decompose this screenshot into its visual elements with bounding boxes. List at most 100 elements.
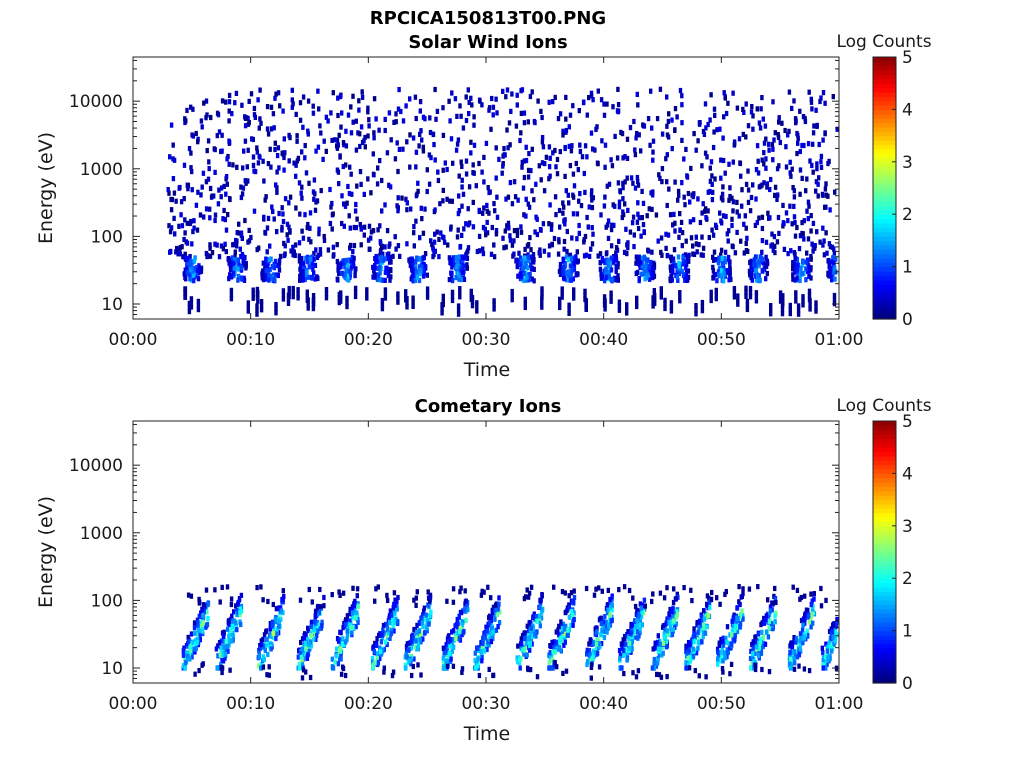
heatmap-cell <box>271 208 275 215</box>
heatmap-cell <box>590 188 594 194</box>
heatmap-cell <box>643 603 647 609</box>
colorbar-segment <box>873 573 896 579</box>
heatmap-cell <box>738 601 742 608</box>
heatmap-cell <box>213 217 217 224</box>
heatmap-cell <box>730 216 734 222</box>
heatmap-cell <box>274 91 278 97</box>
x-tick-label: 00:40 <box>579 330 628 350</box>
heatmap-cell <box>423 251 428 257</box>
heatmap-cell <box>366 105 370 111</box>
heatmap-cell <box>602 101 606 107</box>
heatmap-cell <box>220 98 225 104</box>
heatmap-cell <box>739 238 743 244</box>
heatmap-cell <box>523 296 527 302</box>
heatmap-cell <box>516 273 520 279</box>
heatmap-cell <box>419 128 423 134</box>
heatmap-cell <box>351 119 355 125</box>
colorbar-segment <box>873 109 896 115</box>
heatmap-cell <box>797 638 801 644</box>
heatmap-cell <box>183 251 187 257</box>
heatmap-cell <box>342 201 346 207</box>
heatmap-cell <box>391 622 395 628</box>
heatmap-cell <box>324 148 328 154</box>
heatmap-cell <box>296 291 300 297</box>
colorbar-segment <box>873 166 896 172</box>
heatmap-cell <box>629 631 633 637</box>
heatmap-cell <box>756 631 761 637</box>
heatmap-cell <box>238 609 242 615</box>
heatmap-cell <box>688 219 693 225</box>
heatmap-cell <box>732 286 737 292</box>
heatmap-cell <box>687 642 692 648</box>
heatmap-cell <box>271 621 275 627</box>
colorbar-segment <box>873 266 896 272</box>
heatmap-cell <box>769 311 773 317</box>
heatmap-cell <box>519 224 523 230</box>
heatmap-cell <box>609 618 613 624</box>
heatmap-cell <box>226 648 230 654</box>
heatmap-cell <box>504 244 508 250</box>
heatmap-cell <box>553 147 557 154</box>
heatmap-cell <box>754 196 758 202</box>
heatmap-cell <box>515 655 519 661</box>
heatmap-cell <box>227 92 232 98</box>
heatmap-cell <box>454 147 459 153</box>
heatmap-cell <box>778 139 782 146</box>
axes-solar-wind: 00:00 00:10 00:20 00:30 00:40 00:50 01:0010100… <box>69 57 864 350</box>
heatmap-cell <box>463 588 467 594</box>
heatmap-cell <box>397 146 402 152</box>
heatmap-cell <box>188 643 192 649</box>
heatmap-cell <box>521 258 526 264</box>
heatmap-cell <box>413 277 418 283</box>
heatmap-cell <box>532 197 536 203</box>
heatmap-cell <box>453 96 458 102</box>
colorbar-segment <box>873 552 896 557</box>
heatmap-cell <box>199 268 204 274</box>
heatmap-cell <box>722 271 726 277</box>
heatmap-cell <box>756 170 761 176</box>
heatmap-cell <box>806 216 810 222</box>
heatmap-cell <box>230 613 234 619</box>
heatmap-cell <box>759 650 764 656</box>
heatmap-cell <box>317 226 321 232</box>
heatmap-cell <box>223 241 227 247</box>
heatmap-cell <box>602 635 607 641</box>
heatmap-cell <box>760 214 765 220</box>
heatmap-cell <box>381 277 385 283</box>
heatmap-cell <box>386 629 391 636</box>
heatmap-cell <box>490 635 494 641</box>
heatmap-cell <box>527 258 531 264</box>
colorbar-segment <box>873 617 896 623</box>
heatmap-cell <box>674 614 678 620</box>
heatmap-cell <box>589 662 594 668</box>
heatmap-cell <box>777 115 781 121</box>
heatmap-cell <box>790 105 794 111</box>
heatmap-cell <box>562 204 566 210</box>
heatmap-cell <box>728 266 732 272</box>
heatmap-cell <box>393 611 397 617</box>
heatmap-cell <box>635 629 640 635</box>
heatmap-cell <box>247 227 251 233</box>
heatmap-cell <box>668 624 673 630</box>
heatmap-cell <box>656 655 660 662</box>
heatmap-cell <box>355 610 359 616</box>
heatmap-cell <box>606 235 611 241</box>
heatmap-cell <box>694 241 699 247</box>
heatmap-cell <box>183 230 187 236</box>
heatmap-cell <box>768 608 773 614</box>
heatmap-cell <box>172 190 177 196</box>
heatmap-cell <box>489 639 494 645</box>
heatmap-cell <box>351 585 355 591</box>
x-tick-label: 00:20 <box>344 694 393 714</box>
heatmap-cell <box>308 639 312 645</box>
heatmap-cell <box>732 139 737 145</box>
heatmap-cell <box>292 160 296 166</box>
heatmap-cell <box>380 635 384 641</box>
heatmap-cell <box>659 249 663 255</box>
heatmap-cell <box>684 665 688 671</box>
heatmap-cell <box>333 659 337 665</box>
heatmap-cell <box>227 258 231 264</box>
heatmap-cell <box>192 625 197 631</box>
heatmap-cell <box>485 646 489 653</box>
heatmap-cell <box>359 181 363 187</box>
